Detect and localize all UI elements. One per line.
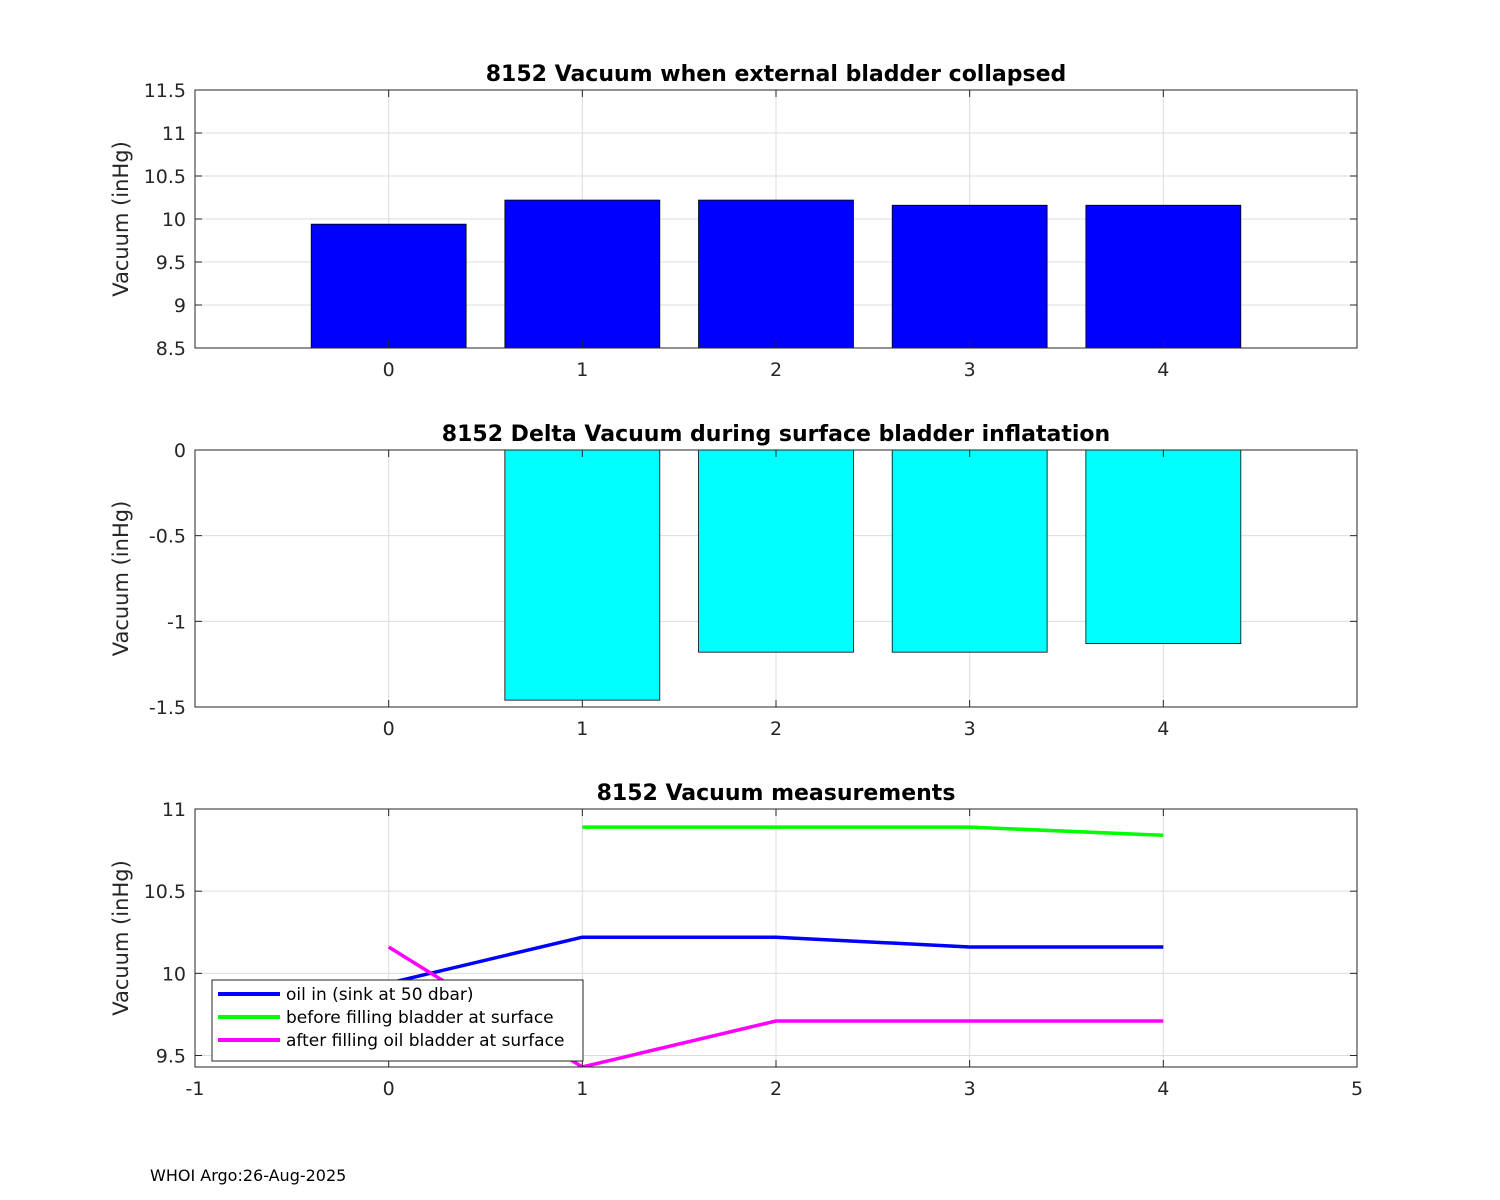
x-tick-label: 0 (383, 1078, 395, 1100)
y-tick-label: 9.5 (156, 252, 186, 274)
x-tick-label: 5 (1351, 1078, 1363, 1100)
legend-label-2: before filling bladder at surface (286, 1008, 554, 1028)
y-tick-label: -1.5 (149, 697, 186, 719)
x-tick-label: 4 (1157, 718, 1169, 740)
x-tick-label: 2 (770, 718, 782, 740)
x-tick-label: 3 (964, 359, 976, 381)
footer-credit: WHOI Argo:26-Aug-2025 (150, 1166, 347, 1185)
x-tick-label: 3 (964, 718, 976, 740)
x-tick-label: 2 (770, 359, 782, 381)
x-tick-label: 4 (1157, 359, 1169, 381)
bar-4 (1085, 204, 1242, 349)
y-tick-label: 11 (162, 799, 186, 821)
x-tick-label: 2 (770, 1078, 782, 1100)
plot-vacuum-measurements: -1 0 1 2 3 4 5 9.5 10 10.5 11 8152 Vacuum measureme… (109, 781, 1363, 1100)
y-axis-label: Vacuum (inHg) (109, 141, 133, 297)
chart-title: 8152 Vacuum when external bladder collap… (486, 62, 1067, 87)
plot-delta-vacuum: 0 1 2 3 4 -1.5 -1 -0.5 0 8152 Delta Vacuum during… (109, 422, 1358, 740)
plot-vacuum-collapsed: 0 1 2 3 4 8.5 9 9.5 10 10.5 11 11.5 8152 Vacuum when… (109, 62, 1358, 381)
y-tick-label: -0.5 (149, 526, 186, 548)
x-tick-label: 1 (576, 1078, 588, 1100)
y-tick-label: 8.5 (156, 338, 186, 360)
bar-4 (1085, 449, 1242, 645)
chart-title: 8152 Delta Vacuum during surface bladder… (442, 422, 1110, 447)
x-tick-label: -1 (186, 1078, 205, 1100)
series-line-1 (388, 935, 1164, 985)
bar-0 (310, 223, 467, 349)
x-tick-label: 1 (576, 718, 588, 740)
x-tick-label: 3 (964, 1078, 976, 1100)
legend-label-3: after filling oil bladder at surface (286, 1031, 564, 1051)
y-axis-label: Vacuum (inHg) (109, 501, 133, 657)
bar-2 (698, 449, 854, 653)
chart-title: 8152 Vacuum measurements (597, 781, 956, 806)
series-line-2 (582, 825, 1164, 838)
bar-2 (698, 199, 854, 349)
bar-3 (891, 204, 1048, 349)
y-tick-label: 10.5 (144, 881, 186, 903)
bar-1 (504, 449, 661, 701)
y-tick-label: 9.5 (156, 1045, 186, 1067)
y-tick-label: 10.5 (144, 166, 186, 188)
x-tick-label: 0 (383, 359, 395, 381)
y-tick-label: 11 (162, 123, 186, 145)
x-tick-label: 1 (576, 359, 588, 381)
bar-3 (891, 449, 1048, 653)
x-tick-label: 0 (383, 718, 395, 740)
y-tick-label: 11.5 (144, 80, 186, 102)
y-tick-label: 9 (174, 295, 186, 317)
legend-label-1: oil in (sink at 50 dbar) (286, 985, 474, 1005)
y-tick-label: -1 (167, 611, 186, 633)
bar-1 (504, 199, 661, 349)
y-axis-label: Vacuum (inHg) (109, 860, 133, 1016)
y-tick-label: 0 (174, 440, 186, 462)
x-tick-label: 4 (1157, 1078, 1169, 1100)
y-tick-label: 10 (162, 963, 186, 985)
y-tick-label: 10 (162, 209, 186, 231)
